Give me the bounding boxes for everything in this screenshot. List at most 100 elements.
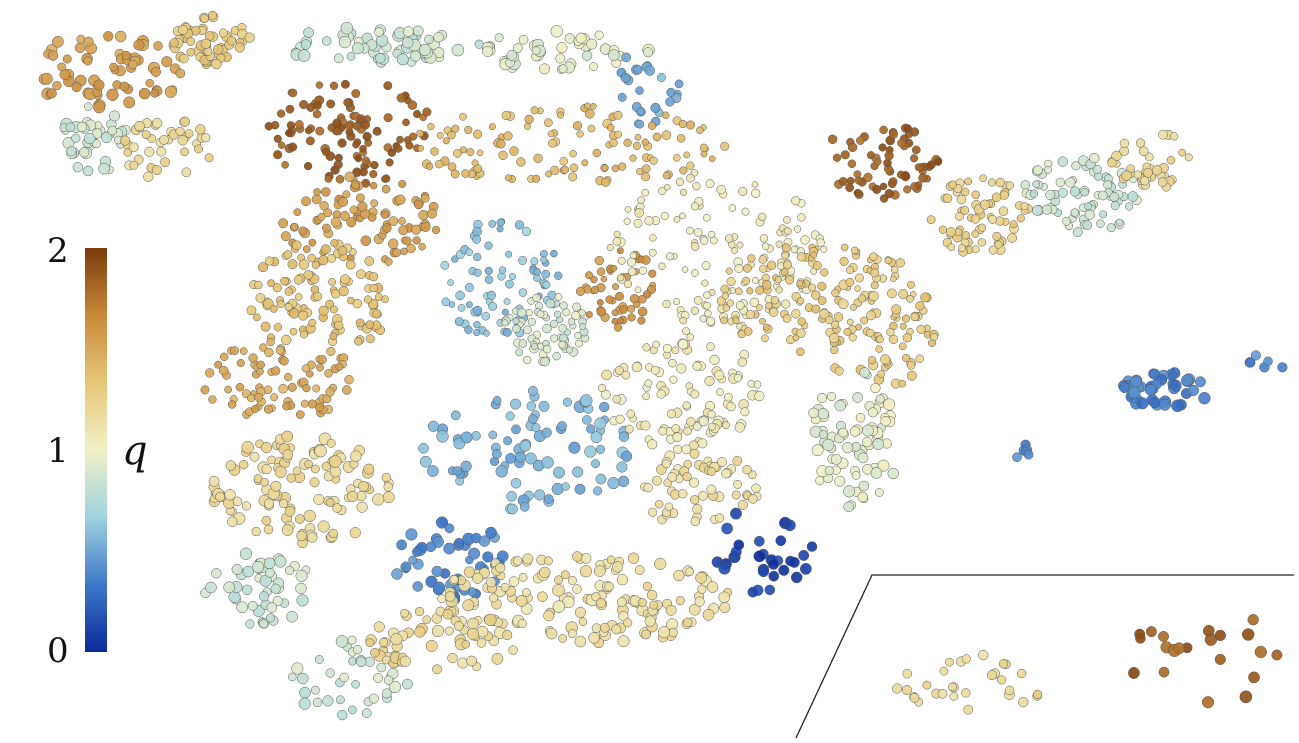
municipality-dot-aragon [796,328,806,338]
municipality-dot-caceres [239,347,248,355]
municipality-dot-zamora [351,180,361,190]
municipality-dot-madrid [512,324,521,333]
municipality-dot-avila-blue [503,298,511,305]
municipality-dot-madrid [501,319,509,327]
municipality-dot-la-mancha-blue [450,410,461,421]
municipality-dot-barcelona [1106,223,1116,233]
municipality-dot-burgos-band [451,124,460,133]
municipality-dot-caceres [344,375,354,385]
municipality-dot-huelva [296,594,309,607]
municipality-dot-burgos-band [623,138,632,147]
municipality-dot-galicia-south [134,120,145,132]
municipality-dot-barcelona [1092,164,1102,174]
municipality-dot-toledo-pale [669,375,678,384]
municipality-dot-burgos-band [584,102,591,110]
municipality-dot-albacete [664,502,674,512]
municipality-dot-cordoba-blue [425,541,437,553]
municipality-dot-aragon [720,284,730,294]
municipality-dot-toledo-pale [709,354,720,365]
municipality-dot-madrid [518,339,528,348]
municipality-dot-extremadura-south [282,449,294,460]
municipality-dot-burgos-band [496,139,506,149]
municipality-dot-huelva [205,581,217,594]
municipality-dot-la-mancha-blue [621,450,633,462]
municipality-dot-aragon [895,258,905,268]
municipality-dot-navarra [873,157,882,166]
municipality-dot-extremadura-south [383,482,393,492]
municipality-dot-salamanca [269,304,278,313]
municipality-dot-avila-blue [488,301,498,311]
municipality-dot-leon [359,144,367,153]
municipality-dot-soria-pale [693,295,703,305]
municipality-dot-navarra [879,182,888,191]
municipality-dot-la-mancha-blue [617,475,630,488]
municipality-dot-cadiz [310,685,320,695]
municipality-dot-extremadura-south [328,528,338,539]
municipality-dot-albacete [742,465,752,475]
municipality-dot-galicia-north [121,50,131,60]
municipality-dot-alicante [843,485,856,498]
municipality-dot-galicia-coast [98,162,110,175]
municipality-dot-extremadura-south [286,473,296,483]
municipality-dot-galicia-north [71,81,82,93]
municipality-dot-zamora [381,184,391,194]
municipality-dot-basque-coast [482,45,494,57]
municipality-dot-madrid [554,293,563,301]
municipality-dot-canarias-west [945,657,954,667]
municipality-dot-toledo-pale [601,369,612,381]
municipality-dot-huelva [239,547,253,560]
municipality-dot-navarra [854,176,863,185]
municipality-dot-barcelona [1110,201,1120,211]
municipality-dot-avila-blue [554,271,563,280]
municipality-dot-avila-blue [455,290,465,301]
municipality-dot-alicante [826,391,837,402]
municipality-dot-salamanca [334,320,344,330]
municipality-dot-soria-pale [810,267,818,275]
municipality-dot-la-mancha-blue [510,477,522,489]
municipality-dot-asturias-west [186,47,196,57]
municipality-dot-andalucia [618,611,629,622]
municipality-dot-madrid [579,323,587,331]
municipality-dot-cordoba-blue [485,526,497,539]
colorbar-tick-2: 2 [47,231,69,271]
municipality-dot-la-mancha-blue [436,430,449,443]
municipality-dot-la-mancha-blue [562,397,572,407]
municipality-dot-toledo-pale [706,342,715,352]
municipality-dot-cordoba-blue [443,542,456,555]
municipality-dot-andalucia [513,556,523,566]
municipality-dot-sevilla-coast [466,628,479,641]
municipality-dot-soria-pale [797,213,806,222]
municipality-dot-cantabria-coast [351,42,364,55]
municipality-dot-basque-coast [594,30,604,40]
municipality-dot-catalonia-inner [998,206,1009,216]
municipality-dot-alicante [859,367,870,378]
municipality-dot-aragon [850,303,857,311]
municipality-dot-avila-blue [454,317,464,327]
municipality-dot-andalucia [611,624,622,635]
municipality-dot-valencia-coast [858,294,867,303]
municipality-dot-avila-blue [496,218,505,227]
municipality-dot-zamora [311,194,322,205]
municipality-dot-albacete [717,457,727,467]
municipality-dot-huelva [251,560,265,574]
municipality-dot-catalonia-inner [999,190,1009,200]
municipality-dot-valencia-coast [867,356,877,365]
municipality-dot-extremadura-south [326,438,336,448]
municipality-dot-cordoba-blue [391,568,403,580]
municipality-dot-albacete [733,480,742,489]
municipality-dot-burgos-band [547,130,555,138]
municipality-dot-valencia-coast [915,301,925,311]
municipality-dot-galicia-north [150,66,161,77]
municipality-dot-soria-pale [816,238,825,247]
municipality-dot-burgos-band [488,123,496,131]
municipality-dot-caceres [342,385,352,395]
municipality-dot-extremadura-south [284,505,296,517]
municipality-dot-soria-pale [701,279,709,287]
municipality-dot-soria-pale [665,252,674,261]
municipality-dot-aragon [851,246,859,254]
municipality-dot-andalucia [545,627,558,640]
municipality-dot-avila-blue [465,248,474,257]
municipality-dot-albacete [748,494,758,504]
municipality-dot-extremadura-south [225,460,237,471]
municipality-dot-caceres [278,383,288,394]
